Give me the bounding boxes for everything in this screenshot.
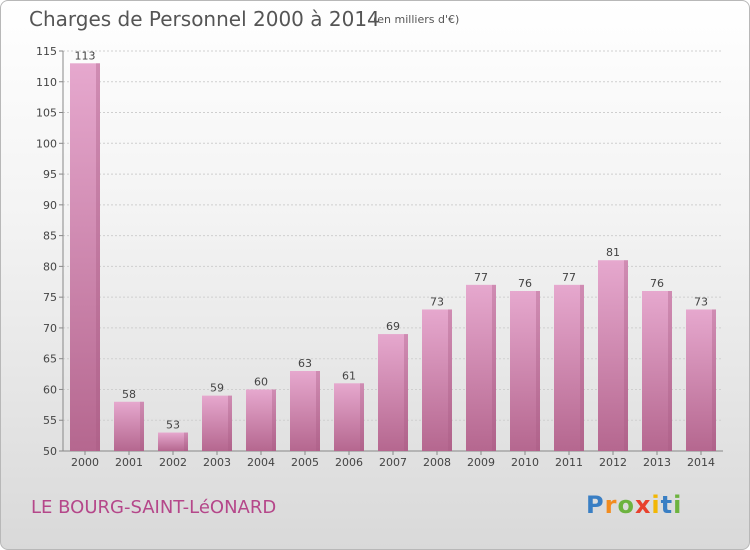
x-tick-label: 2007 <box>379 456 407 469</box>
bar-shade <box>492 284 496 451</box>
bar-shade <box>668 291 672 451</box>
bar-shade <box>624 260 628 451</box>
y-tick-label: 85 <box>43 230 57 243</box>
bar <box>510 291 540 451</box>
bar-shade <box>580 284 584 451</box>
y-tick-label: 115 <box>36 45 57 58</box>
x-tick-label: 2000 <box>71 456 99 469</box>
bar-shade <box>448 309 452 451</box>
bar-value-label: 73 <box>694 295 708 308</box>
x-tick-label: 2001 <box>115 456 143 469</box>
bar-shade <box>184 432 188 451</box>
y-tick-label: 105 <box>36 107 57 120</box>
bar-shade <box>96 63 100 452</box>
bar <box>158 432 188 451</box>
y-tick-label: 75 <box>43 291 57 304</box>
bar <box>290 371 320 451</box>
bar-shade <box>272 389 276 451</box>
x-tick-label: 2006 <box>335 456 363 469</box>
logo-letter: P <box>586 491 605 519</box>
x-tick-label: 2013 <box>643 456 671 469</box>
bar <box>686 309 716 451</box>
y-tick-label: 60 <box>43 383 57 396</box>
logo-letter: i <box>651 491 661 519</box>
logo-letter: t <box>660 491 674 519</box>
bar <box>378 334 408 451</box>
y-tick-label: 95 <box>43 168 57 181</box>
bar <box>422 309 452 451</box>
bar-value-label: 60 <box>254 375 268 388</box>
bar-value-label: 58 <box>122 388 136 401</box>
bar-value-label: 59 <box>210 382 224 395</box>
bar-shade <box>316 371 320 451</box>
bar-value-label: 73 <box>430 295 444 308</box>
x-tick-label: 2011 <box>555 456 583 469</box>
bar-shade <box>404 334 408 451</box>
proxiti-logo: Proxiti <box>586 491 682 519</box>
y-tick-label: 90 <box>43 199 57 212</box>
x-tick-label: 2003 <box>203 456 231 469</box>
bar-shade <box>712 309 716 451</box>
chart-title: Charges de Personnel 2000 à 2014 <box>29 7 380 31</box>
bar-value-label: 69 <box>386 320 400 333</box>
bar-shade <box>536 291 540 451</box>
bar <box>202 395 232 451</box>
bar-value-label: 76 <box>650 277 664 290</box>
y-tick-label: 70 <box>43 322 57 335</box>
bar <box>466 284 496 451</box>
x-tick-label: 2010 <box>511 456 539 469</box>
grid-layer <box>63 50 723 452</box>
y-tick-label: 80 <box>43 260 57 273</box>
bar-shade <box>360 383 364 451</box>
x-tick-label: 2008 <box>423 456 451 469</box>
bar <box>642 291 672 451</box>
axis-layer: 50 55 60 65 70 75 80 85 90 95 100 105 110 115 <box>36 45 723 458</box>
bar-layer <box>70 63 716 452</box>
bar-value-label: 76 <box>518 277 532 290</box>
x-tick-label: 2004 <box>247 456 275 469</box>
bar <box>334 383 364 451</box>
bar-value-label: 53 <box>166 419 180 432</box>
bar-shade <box>228 395 232 451</box>
y-tick-label: 65 <box>43 353 57 366</box>
bar <box>246 389 276 451</box>
bar-value-label: 113 <box>75 49 96 62</box>
logo-letter: r <box>604 491 618 519</box>
y-tick-label: 50 <box>43 445 57 458</box>
x-tick-label: 2009 <box>467 456 495 469</box>
x-tick-label: 2002 <box>159 456 187 469</box>
x-tick-label: 2014 <box>687 456 715 469</box>
bar-value-label: 61 <box>342 369 356 382</box>
y-tick-label: 100 <box>36 137 57 150</box>
bar <box>598 260 628 451</box>
bar <box>554 284 584 451</box>
y-tick-label: 110 <box>36 76 57 89</box>
bar-value-label: 63 <box>298 357 312 370</box>
bar-shade <box>140 401 144 451</box>
bar-value-label: 81 <box>606 246 620 259</box>
logo-letter: i <box>673 491 683 519</box>
y-tick-label: 55 <box>43 414 57 427</box>
logo-letter: o <box>617 491 635 519</box>
bar-value-label: 77 <box>474 271 488 284</box>
commune-name: LE BOURG-SAINT-LéONARD <box>31 497 277 518</box>
x-tick-label: 2012 <box>599 456 627 469</box>
x-tick-label: 2005 <box>291 456 319 469</box>
label-layer: 113 2000 58 2001 53 2002 59 2003 60 2004 63 2005 61 2… <box>71 49 715 469</box>
bar <box>70 63 100 452</box>
bar <box>114 401 144 451</box>
chart-subtitle: (en milliers d'€) <box>373 13 460 26</box>
bar-value-label: 77 <box>562 271 576 284</box>
logo-letter: x <box>634 491 652 519</box>
